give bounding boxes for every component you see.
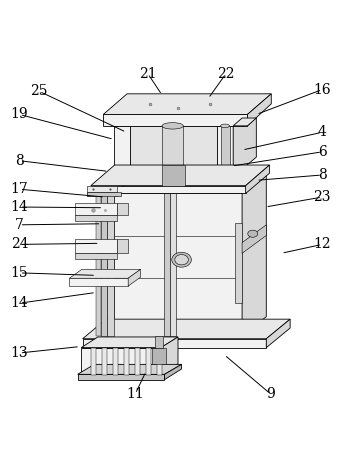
Text: 8: 8 [15,154,24,168]
Text: 4: 4 [318,125,326,139]
Polygon shape [152,348,166,365]
Polygon shape [81,337,178,348]
Polygon shape [114,174,266,194]
Text: 12: 12 [313,237,331,252]
Polygon shape [83,319,290,339]
Polygon shape [87,192,117,196]
Polygon shape [81,348,161,375]
Polygon shape [91,165,269,186]
Polygon shape [96,194,101,336]
Polygon shape [69,278,128,286]
Text: 15: 15 [11,266,28,280]
Text: 13: 13 [11,346,28,360]
Ellipse shape [166,172,180,178]
Polygon shape [117,239,128,252]
Polygon shape [233,106,256,177]
Polygon shape [83,339,266,348]
Polygon shape [91,348,96,375]
Polygon shape [87,192,121,196]
Ellipse shape [162,171,183,179]
Ellipse shape [220,124,229,128]
Text: 11: 11 [126,387,144,401]
Polygon shape [78,365,182,374]
Polygon shape [114,194,242,336]
Text: 7: 7 [15,218,24,232]
Polygon shape [91,186,246,194]
Polygon shape [78,374,164,380]
Ellipse shape [172,252,192,267]
Polygon shape [130,126,217,177]
Text: 16: 16 [313,82,331,97]
Text: 14: 14 [11,200,28,214]
Polygon shape [217,126,233,177]
Polygon shape [130,106,233,126]
Polygon shape [135,348,140,375]
Text: 25: 25 [30,84,48,98]
Text: 21: 21 [139,66,157,81]
Polygon shape [75,239,117,252]
Ellipse shape [248,230,258,237]
Polygon shape [87,186,117,192]
Ellipse shape [175,254,188,265]
Polygon shape [102,348,107,375]
Polygon shape [75,215,117,221]
Text: 6: 6 [318,145,326,159]
Polygon shape [233,118,256,126]
Polygon shape [157,348,162,375]
Polygon shape [246,165,269,194]
Polygon shape [164,365,182,380]
Polygon shape [114,126,130,177]
Polygon shape [117,203,128,215]
Polygon shape [107,194,114,336]
Text: 17: 17 [11,182,28,196]
Polygon shape [146,348,151,375]
Polygon shape [161,337,178,375]
Text: 14: 14 [11,296,28,310]
Polygon shape [221,126,230,168]
Polygon shape [124,348,129,375]
Ellipse shape [162,122,183,129]
Polygon shape [103,94,271,114]
Polygon shape [162,126,183,193]
Polygon shape [242,225,266,253]
Text: 23: 23 [313,190,331,204]
Polygon shape [247,94,271,126]
Text: 8: 8 [318,168,326,182]
Text: 24: 24 [11,237,28,252]
Polygon shape [75,252,117,259]
Text: 9: 9 [266,387,275,401]
Polygon shape [164,194,170,336]
Polygon shape [69,269,141,278]
Text: 19: 19 [11,107,28,122]
Polygon shape [75,203,117,215]
Text: 22: 22 [217,66,235,81]
Polygon shape [235,223,242,303]
Polygon shape [162,165,185,186]
Polygon shape [128,269,141,286]
Polygon shape [170,194,176,336]
Polygon shape [113,348,118,375]
Polygon shape [242,174,266,336]
Polygon shape [266,319,290,348]
Polygon shape [101,194,107,336]
Polygon shape [103,114,247,126]
Polygon shape [155,336,163,348]
